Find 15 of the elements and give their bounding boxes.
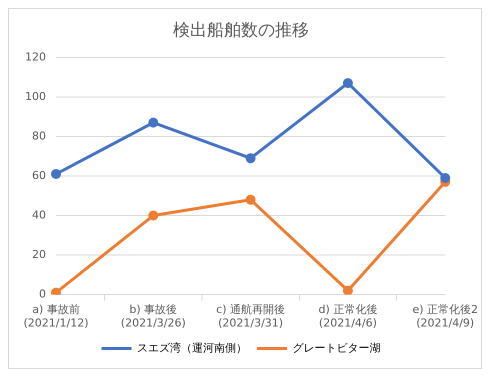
y-tick-label: 120 <box>24 50 46 64</box>
x-tick-label: a) 事故前 (2021/1/12) <box>23 303 88 330</box>
y-tick-label: 0 <box>38 287 46 300</box>
x-tick-label: d) 正常化後 (2021/4/6) <box>318 303 378 330</box>
x-tick-label: b) 事故後 (2021/3/26) <box>120 303 186 330</box>
y-tick-label: 20 <box>32 248 46 261</box>
y-tick-label: 100 <box>24 90 46 103</box>
x-tick-label: e) 正常化後2 (2021/4/9) <box>412 303 478 330</box>
x-tick-label: c) 通航再開後 (2021/3/31) <box>216 303 286 330</box>
y-tick-label: 40 <box>32 208 46 222</box>
y-tick-label: 80 <box>32 129 46 142</box>
legend-label: グレートビター湖 <box>292 341 380 354</box>
chart-title: 検出船舶数の推移 <box>173 20 309 41</box>
y-tick-label: 60 <box>32 168 46 182</box>
legend-label: スエズ湾（運河南側） <box>137 341 247 354</box>
